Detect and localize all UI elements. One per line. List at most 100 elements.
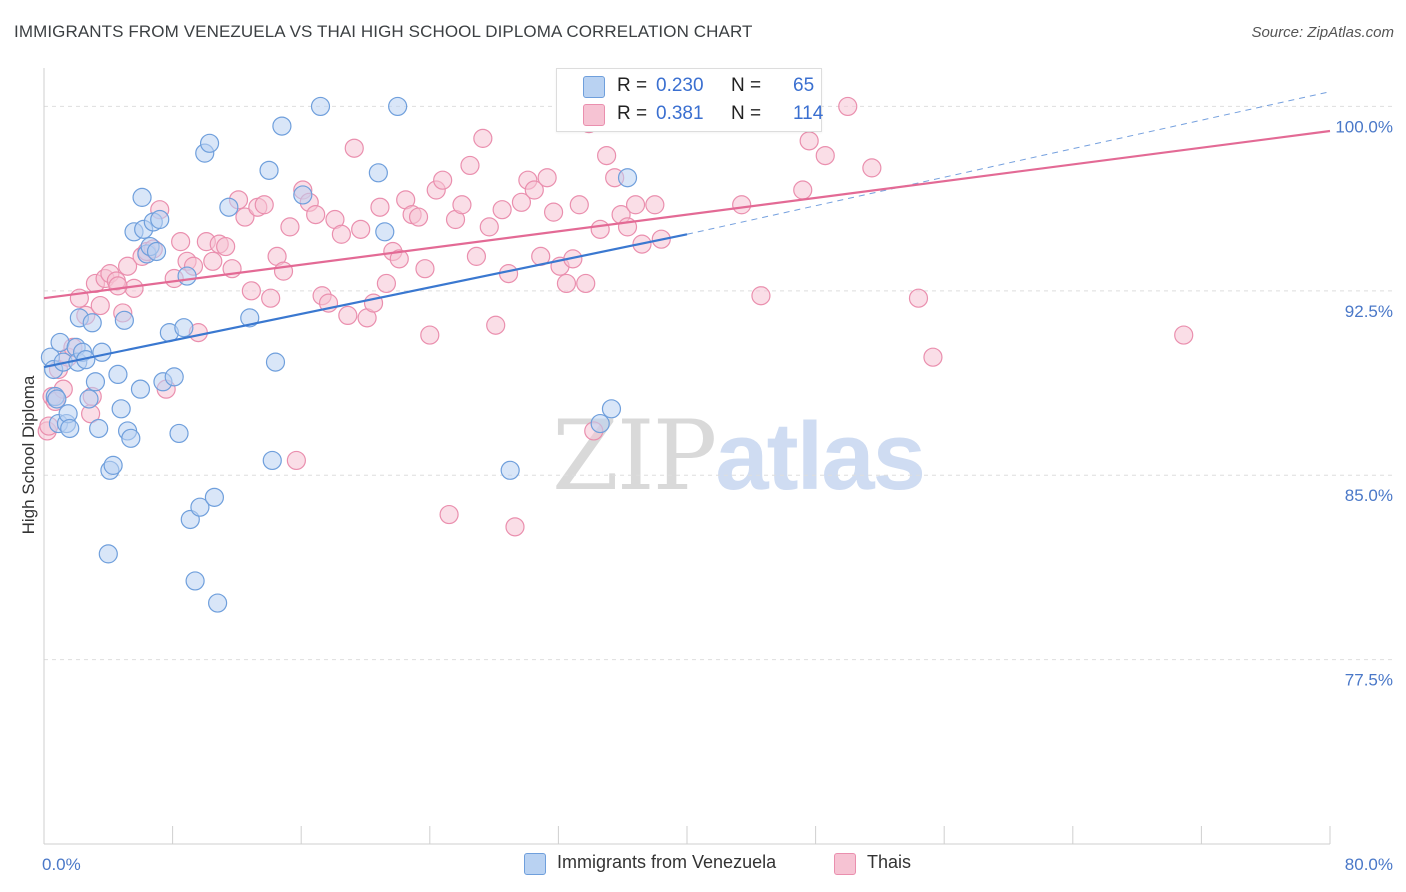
- data-point-thais: [590, 219, 610, 239]
- data-point-thais: [793, 180, 813, 200]
- data-point-thais: [645, 195, 665, 215]
- data-point-thais: [838, 96, 858, 117]
- data-point-venezuela: [92, 342, 112, 362]
- data-point-thais: [235, 207, 255, 227]
- r-label: R =: [617, 75, 648, 96]
- data-point-venezuela: [219, 197, 239, 217]
- data-point-thais: [505, 517, 525, 537]
- data-point-thais: [408, 207, 429, 227]
- data-point-thais: [286, 450, 306, 471]
- data-point-venezuela: [47, 389, 67, 409]
- data-point-venezuela: [132, 187, 152, 207]
- data-point-thais: [923, 347, 943, 367]
- data-point-thais: [543, 202, 564, 222]
- data-point-thais: [511, 192, 532, 212]
- venezuela-swatch: [583, 76, 605, 98]
- data-point-thais: [344, 138, 364, 158]
- data-point-thais: [90, 295, 110, 316]
- data-point-thais: [537, 168, 557, 188]
- data-point-thais: [254, 195, 274, 215]
- axes: [43, 68, 1331, 845]
- n-label: N =: [731, 103, 762, 124]
- data-point-venezuela: [272, 116, 292, 136]
- y-tick-label: 77.5%: [1345, 671, 1393, 690]
- x-tick-label: 0.0%: [42, 855, 81, 874]
- legend-label: Thais: [867, 852, 912, 872]
- data-point-venezuela: [310, 96, 331, 117]
- data-point-venezuela: [293, 185, 313, 205]
- data-point-thais: [306, 204, 326, 225]
- y-axis-label: High School Diploma: [19, 375, 38, 534]
- grid-lines: [44, 105, 1395, 661]
- tick-labels: 100.0% 92.5% 85.0% 77.5% 0.0% 80.0%: [42, 117, 1393, 874]
- data-point-thais: [370, 197, 390, 217]
- data-point-thais: [331, 224, 351, 244]
- data-point-venezuela: [375, 222, 395, 242]
- data-point-thais: [732, 195, 752, 215]
- data-point-thais: [376, 273, 396, 294]
- data-point-thais: [466, 246, 487, 266]
- data-point-thais: [486, 315, 506, 335]
- data-point-venezuela: [85, 372, 106, 392]
- r-value: 0.381: [656, 103, 704, 124]
- n-label: N =: [731, 75, 762, 96]
- data-point-venezuela: [164, 367, 184, 387]
- data-point-thais: [389, 249, 409, 269]
- data-point-thais: [908, 288, 929, 308]
- trend-lines: [43, 91, 1331, 369]
- data-point-thais: [261, 288, 281, 308]
- data-point-venezuela: [146, 241, 167, 262]
- y-tick-label: 92.5%: [1345, 302, 1393, 321]
- data-point-thais: [433, 170, 453, 190]
- trend-line-venezuela: [43, 233, 688, 369]
- data-point-venezuela: [130, 379, 151, 399]
- data-point-thais: [280, 217, 300, 237]
- data-point-venezuela: [388, 96, 408, 117]
- data-point-thais: [492, 200, 512, 220]
- data-point-venezuela: [174, 318, 194, 338]
- data-point-venezuela: [79, 389, 99, 409]
- n-value: 65: [793, 75, 815, 96]
- data-point-venezuela: [199, 133, 220, 153]
- data-point-venezuela: [108, 364, 128, 385]
- data-point-thais: [415, 259, 435, 279]
- data-point-thais: [751, 286, 771, 306]
- data-point-thais: [203, 251, 223, 271]
- data-point-thais: [452, 195, 472, 215]
- data-point-venezuela: [89, 418, 109, 439]
- data-point-venezuela: [98, 544, 118, 564]
- data-point-thais: [171, 232, 191, 252]
- data-point-thais: [338, 305, 358, 326]
- data-point-thais: [498, 264, 519, 284]
- data-point-thais: [479, 217, 499, 237]
- data-point-venezuela: [265, 352, 286, 372]
- data-point-venezuela: [103, 455, 123, 475]
- data-point-venezuela: [60, 418, 80, 439]
- data-point-thais: [862, 158, 882, 178]
- data-point-venezuela: [177, 266, 197, 286]
- chart-title: IMMIGRANTS FROM VENEZUELA VS THAI HIGH S…: [14, 22, 753, 41]
- data-point-venezuela: [111, 399, 131, 419]
- data-point-venezuela: [190, 497, 210, 517]
- data-point-venezuela: [240, 308, 260, 328]
- watermark-zip: ZIP: [552, 400, 717, 512]
- watermark: ZIPatlas: [552, 400, 926, 512]
- data-point-thais: [420, 325, 440, 345]
- data-point-thais: [576, 273, 596, 294]
- series-thais: [37, 96, 1194, 537]
- data-point-thais: [556, 273, 577, 294]
- x-tick-label: 80.0%: [1345, 855, 1393, 874]
- r-label: R =: [617, 103, 648, 124]
- data-point-thais: [815, 145, 835, 166]
- data-point-venezuela: [368, 163, 388, 183]
- data-point-thais: [117, 256, 138, 276]
- data-point-thais: [1174, 325, 1194, 345]
- data-point-thais: [108, 276, 128, 296]
- data-point-thais: [569, 195, 589, 215]
- data-point-venezuela: [259, 160, 279, 180]
- data-point-venezuela: [121, 428, 141, 448]
- data-point-venezuela: [590, 413, 610, 434]
- data-point-thais: [524, 180, 544, 200]
- data-point-thais: [351, 219, 371, 239]
- data-point-venezuela: [150, 209, 170, 230]
